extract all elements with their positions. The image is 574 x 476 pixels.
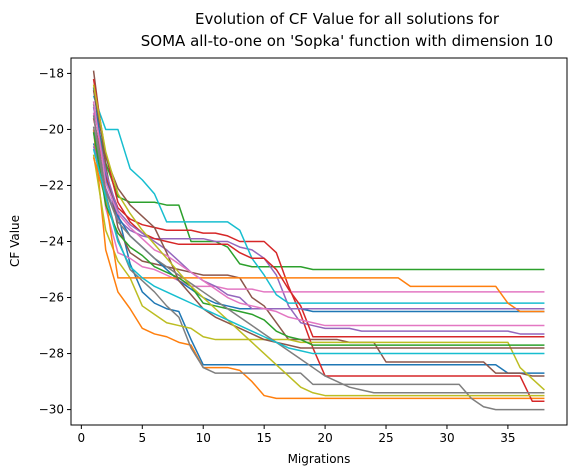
series-line-10: [92, 95, 545, 304]
y-axis-ticks: −30 −28 −26 −24 −22 −20 −18: [39, 66, 71, 417]
series-lines: [92, 70, 545, 411]
series-line-9: [92, 154, 545, 391]
y-tick-label: −18: [39, 66, 64, 80]
x-tick-label: 10: [196, 431, 211, 445]
series-line-2: [92, 129, 545, 400]
chart-title: Evolution of CF Value for all solutions …: [195, 10, 500, 28]
y-tick-label: −30: [39, 403, 64, 417]
y-tick-label: −28: [39, 347, 64, 361]
series-line-20: [92, 148, 545, 355]
series-line-17: [92, 101, 545, 327]
series-line-1: [92, 143, 545, 374]
series-line-13: [92, 132, 545, 346]
x-tick-label: 30: [439, 431, 454, 445]
x-axis-ticks: 0 5 10 15 20 25 30 35: [78, 425, 516, 445]
y-tick-label: −22: [39, 178, 64, 192]
y-tick-label: −24: [39, 235, 64, 249]
plot-frame: [70, 57, 568, 426]
x-tick-label: 35: [500, 431, 515, 445]
series-line-5: [92, 146, 545, 335]
y-tick-label: −26: [39, 291, 64, 305]
x-tick-label: 20: [317, 431, 332, 445]
series-line-14: [92, 78, 545, 338]
y-tick-label: −20: [39, 122, 64, 136]
series-line-4: [92, 118, 545, 402]
x-tick-label: 15: [257, 431, 272, 445]
chart-subtitle: SOMA all-to-one on 'Sopka' function with…: [141, 32, 553, 50]
series-line-11: [92, 87, 545, 313]
series-line-7: [92, 112, 545, 293]
series-line-19: [92, 84, 545, 397]
x-tick-label: 25: [378, 431, 393, 445]
x-axis-label: Migrations: [288, 452, 351, 466]
series-line-18: [92, 115, 545, 394]
x-tick-label: 5: [138, 431, 146, 445]
series-line-15: [92, 106, 545, 310]
series-line-12: [92, 157, 545, 313]
x-tick-label: 0: [78, 431, 86, 445]
series-line-3: [92, 104, 545, 271]
y-axis-label: CF Value: [8, 215, 22, 267]
series-line-6: [92, 70, 545, 377]
